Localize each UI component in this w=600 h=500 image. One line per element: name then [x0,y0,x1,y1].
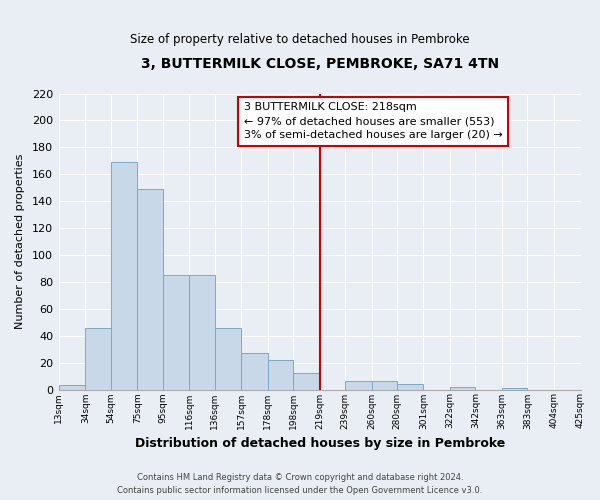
Text: Size of property relative to detached houses in Pembroke: Size of property relative to detached ho… [130,32,470,46]
Bar [59,386,85,390]
Y-axis label: Number of detached properties: Number of detached properties [15,154,25,329]
Title: 3, BUTTERMILK CLOSE, PEMBROKE, SA71 4TN: 3, BUTTERMILK CLOSE, PEMBROKE, SA71 4TN [140,58,499,71]
Bar [215,328,241,390]
Bar [137,189,163,390]
Bar [268,360,293,390]
Bar [85,328,110,390]
Bar [397,384,424,390]
X-axis label: Distribution of detached houses by size in Pembroke: Distribution of detached houses by size … [134,437,505,450]
Bar [450,387,475,390]
Bar [163,275,189,390]
Bar [110,162,137,390]
Bar [189,275,215,390]
Text: 3 BUTTERMILK CLOSE: 218sqm
← 97% of detached houses are smaller (553)
3% of semi: 3 BUTTERMILK CLOSE: 218sqm ← 97% of deta… [244,102,503,141]
Bar [293,374,320,390]
Bar [502,388,527,390]
Bar [371,382,397,390]
Bar [345,382,371,390]
Text: Contains HM Land Registry data © Crown copyright and database right 2024.
Contai: Contains HM Land Registry data © Crown c… [118,474,482,495]
Bar [241,353,268,390]
